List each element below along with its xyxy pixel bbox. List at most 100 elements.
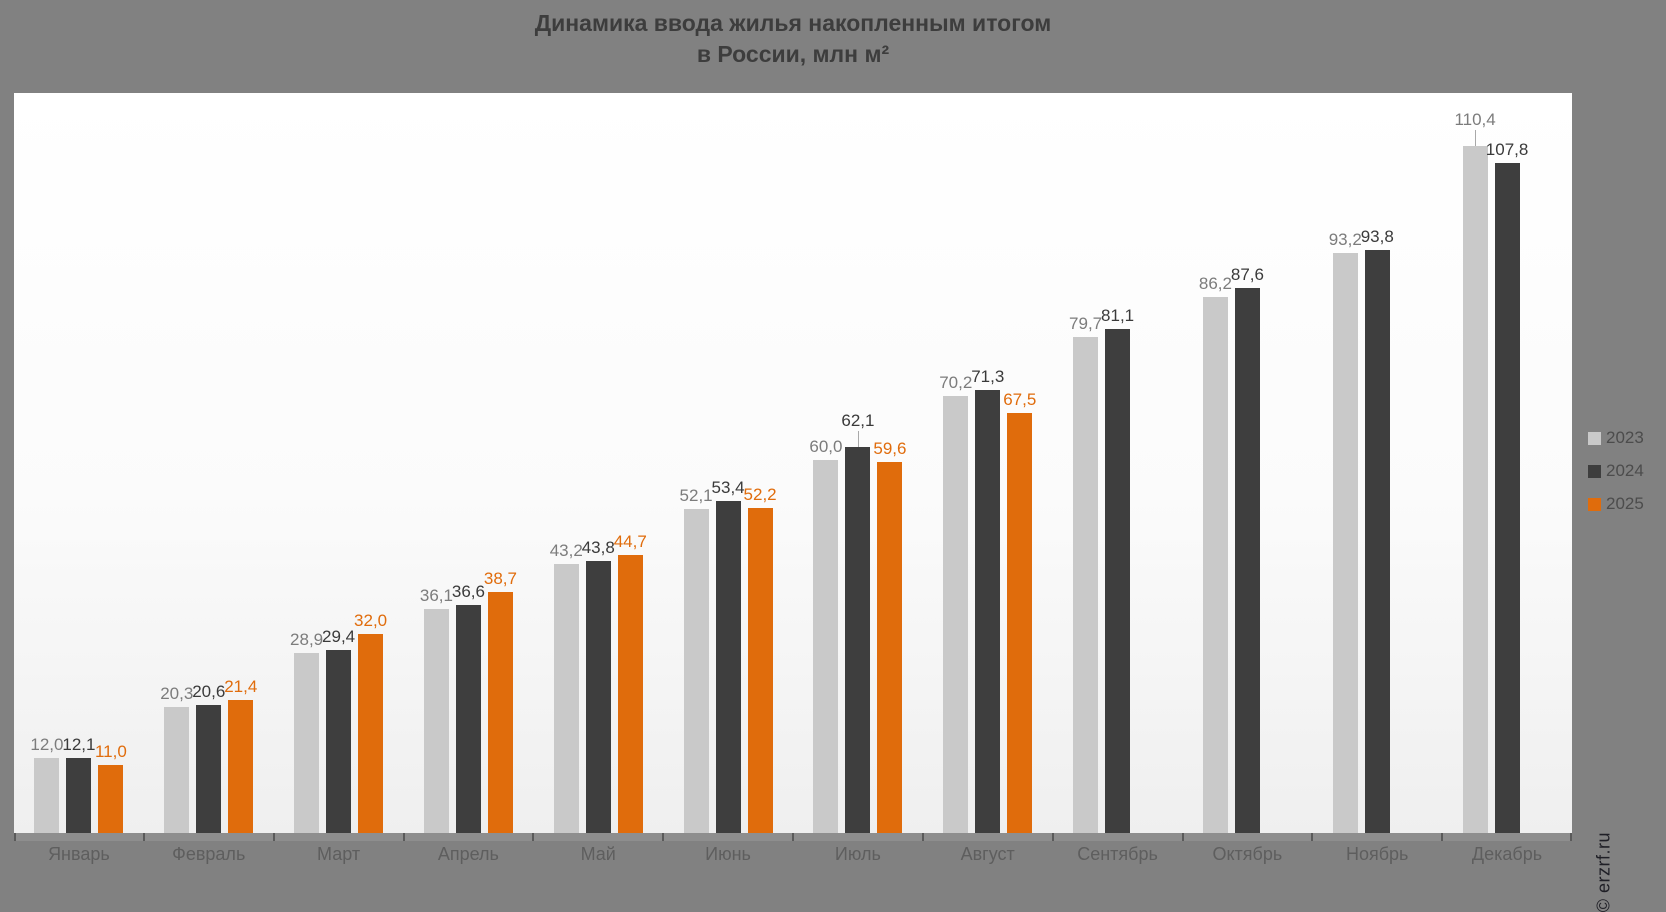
bar-value-label-2023-Июнь: 52,1 <box>679 486 713 506</box>
chart-title: Динамика ввода жилья накопленным итогом … <box>14 8 1572 70</box>
bar-value-label-2023-Ноябрь: 93,2 <box>1328 230 1362 250</box>
axis-tick <box>1051 833 1054 841</box>
bar-value-label-2024-Июнь: 53,4 <box>711 477 745 497</box>
axis-tick <box>14 833 16 841</box>
legend-label: 2024 <box>1606 461 1644 480</box>
bar-2024-Август[interactable] <box>975 389 1001 833</box>
chart-title-line1: Динамика ввода жилья накопленным итогом <box>534 10 1052 36</box>
plot-area: 12,0 20,3 28,9 36,1 43,2 52,1 60,0 70,2 79,7 86,2… <box>14 93 1572 833</box>
bar-2023-Апрель[interactable] <box>423 608 449 833</box>
bar-2024-Март[interactable] <box>326 650 352 833</box>
bar-2023-Март[interactable] <box>294 653 320 833</box>
bar-2025-Июль[interactable] <box>877 462 903 833</box>
bar-2023-Август[interactable] <box>943 396 969 833</box>
bar-2025-Январь[interactable] <box>98 764 124 833</box>
bar-value-label-2024-Сентябрь: 81,1 <box>1101 305 1135 325</box>
axis-label-Октябрь: Октябрь <box>1212 844 1283 864</box>
bar-value-label-2024-Май: 43,8 <box>581 537 615 557</box>
legend-label: 2025 <box>1606 494 1644 513</box>
bar-2025-Август[interactable] <box>1007 413 1033 833</box>
chart-title-line2: в России, млн м² <box>696 41 890 67</box>
bar-value-label-2024-Август: 71,3 <box>971 366 1005 386</box>
bar-2023-Сентябрь[interactable] <box>1073 337 1099 833</box>
bar-value-label-2025-Апрель: 38,7 <box>483 569 517 589</box>
bar-2023-Май[interactable] <box>553 564 579 833</box>
bar-value-label-2025-Июнь: 52,2 <box>743 485 777 505</box>
axis-label-Ноябрь: Ноябрь <box>1345 844 1409 864</box>
bar-value-label-2025-Февраль: 21,4 <box>224 676 258 696</box>
bar-value-label-2023-Июль: 60,0 <box>809 436 843 456</box>
legend-item-2023[interactable]: 2023 <box>1588 428 1644 448</box>
bar-value-label-2025-Август: 67,5 <box>1003 390 1037 410</box>
axis-label-Май: Май <box>580 844 616 864</box>
axis-label-Март: Март <box>317 844 361 864</box>
axis-label-Июнь: Июнь <box>705 844 751 864</box>
axis-label-Апрель: Апрель <box>437 844 499 864</box>
legend-swatch-icon <box>1588 431 1601 445</box>
bar-2023-Октябрь[interactable] <box>1202 296 1228 833</box>
axis-tick <box>1570 833 1572 841</box>
bar-2023-Январь[interactable] <box>34 758 60 833</box>
bar-2024-Февраль[interactable] <box>196 704 222 833</box>
bar-value-label-2023-Март: 28,9 <box>290 630 324 650</box>
axis-tick <box>532 833 535 841</box>
axis-tick <box>792 833 794 841</box>
x-axis-labels: Январь Февраль Март Апрель Май Июнь Июль Август… <box>14 843 1572 867</box>
watermark-credit: © erzrf.ru <box>1593 832 1613 912</box>
bar-value-label-2024-Февраль: 20,6 <box>192 681 226 701</box>
bar-value-label-2025-Январь: 11,0 <box>94 741 127 761</box>
legend-swatch-icon <box>1588 497 1601 511</box>
bar-2025-Апрель[interactable] <box>487 592 513 833</box>
bar-2025-Март[interactable] <box>358 634 384 833</box>
axis-tick <box>921 833 924 841</box>
bar-value-label-2023-Апрель: 36,1 <box>419 585 453 605</box>
bar-value-label-2024-Ноябрь: 93,8 <box>1360 226 1394 246</box>
bar-value-label-2025-Июль: 59,6 <box>873 439 907 459</box>
bar-value-label-2024-Январь: 12,1 <box>62 734 96 754</box>
bar-2024-Ноябрь[interactable] <box>1364 249 1390 833</box>
legend-item-2024[interactable]: 2024 <box>1588 461 1644 481</box>
bar-2023-Декабрь[interactable] <box>1462 146 1488 833</box>
bar-value-label-2024-Декабрь: 107,8 <box>1485 139 1529 159</box>
axis-tick <box>272 833 275 841</box>
axis-label-Февраль: Февраль <box>172 844 246 864</box>
bar-value-label-2024-Октябрь: 87,6 <box>1230 265 1264 285</box>
axis-label-Июль: Июль <box>834 844 881 864</box>
label-leader-line <box>857 430 859 447</box>
bar-value-label-2023-Октябрь: 86,2 <box>1198 273 1232 293</box>
axis-label-Декабрь: Декабрь <box>1471 844 1543 864</box>
bar-2024-Июль[interactable] <box>845 446 871 833</box>
bar-2023-Февраль[interactable] <box>164 706 190 833</box>
legend-label: 2023 <box>1606 428 1644 447</box>
bar-value-label-2023-Декабрь: 110,4 <box>1454 110 1496 130</box>
legend-item-2025[interactable]: 2025 <box>1588 494 1644 514</box>
x-axis-line <box>14 833 1572 841</box>
legend: 2023 2024 2025 <box>1588 428 1644 527</box>
axis-tick <box>1441 833 1444 841</box>
bar-2024-Май[interactable] <box>585 560 611 833</box>
axis-tick <box>662 833 665 841</box>
bar-2025-Май[interactable] <box>617 555 643 833</box>
bar-value-label-2025-Май: 44,7 <box>613 532 647 552</box>
legend-swatch-icon <box>1588 464 1601 478</box>
bar-2023-Ноябрь[interactable] <box>1332 253 1358 833</box>
bar-2024-Декабрь[interactable] <box>1494 162 1520 833</box>
axis-tick <box>1311 833 1314 841</box>
bar-2024-Январь[interactable] <box>66 757 92 833</box>
bar-2024-Апрель[interactable] <box>455 605 481 833</box>
bar-value-label-2024-Март: 29,4 <box>322 627 356 647</box>
bar-2024-Октябрь[interactable] <box>1234 288 1260 833</box>
bar-value-label-2023-Сентябрь: 79,7 <box>1069 314 1103 334</box>
bar-2025-Июнь[interactable] <box>747 508 773 833</box>
bar-2024-Июнь[interactable] <box>715 500 741 833</box>
bar-2023-Июнь[interactable] <box>683 509 709 833</box>
axis-tick <box>142 833 145 841</box>
bar-value-label-2023-Январь: 12,0 <box>30 735 64 755</box>
bar-value-label-2023-Февраль: 20,3 <box>160 683 194 703</box>
axis-tick <box>1181 833 1184 841</box>
bar-2023-Июль[interactable] <box>813 459 839 833</box>
bar-2025-Февраль[interactable] <box>228 699 254 833</box>
bar-2024-Сентябрь[interactable] <box>1105 328 1131 833</box>
bar-value-label-2023-Май: 43,2 <box>549 541 583 561</box>
bar-value-label-2025-Март: 32,0 <box>354 611 388 631</box>
